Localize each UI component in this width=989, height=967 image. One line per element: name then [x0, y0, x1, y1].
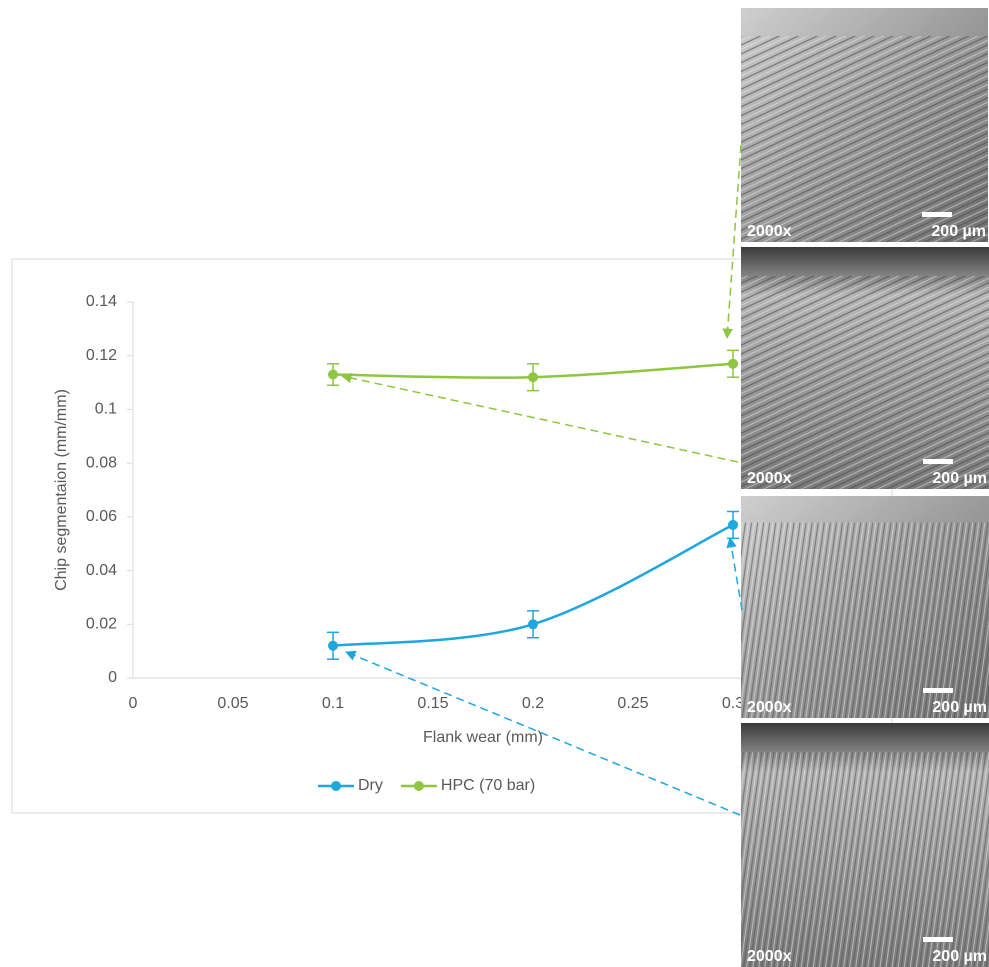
magnification-label: 2000x — [747, 948, 792, 965]
scale-label: 200 µm — [931, 223, 986, 240]
data-point — [328, 370, 338, 380]
scale-label: 200 µm — [932, 470, 987, 487]
data-point — [728, 359, 738, 369]
sem-image: 2000x 200 µm — [741, 8, 988, 242]
data-point — [328, 641, 338, 651]
x-tick-label: 0.15 — [417, 695, 448, 712]
y-tick-label: 0.14 — [86, 293, 117, 310]
scale-bar — [923, 937, 953, 942]
sem-image: 2000x 200 µm — [741, 723, 989, 967]
chart: Chip segmentaion (mm/mm) Flank wear (mm)… — [0, 0, 989, 967]
data-point — [728, 520, 738, 530]
legend-label: HPC (70 bar) — [441, 777, 535, 794]
y-tick-label: 0.02 — [86, 616, 117, 633]
magnification-label: 2000x — [747, 223, 792, 240]
scale-bar — [923, 459, 953, 464]
y-tick-label: 0 — [108, 669, 117, 686]
sem-image: 2000x 200 µm — [741, 247, 989, 489]
sem-image: 2000x 200 µm — [741, 496, 989, 718]
scale-label: 200 µm — [932, 699, 987, 716]
magnification-label: 2000x — [747, 470, 792, 487]
y-axis-title: Chip segmentaion (mm/mm) — [53, 389, 70, 591]
x-tick-label: 0.2 — [522, 695, 544, 712]
legend-marker — [414, 781, 424, 791]
x-tick-label: 0 — [129, 695, 138, 712]
x-axis-title: Flank wear (mm) — [423, 729, 543, 746]
sem-texture — [741, 36, 988, 242]
y-tick-label: 0.12 — [86, 347, 117, 364]
magnification-label: 2000x — [747, 699, 792, 716]
x-tick-label: 0.25 — [617, 695, 648, 712]
legend-label: Dry — [358, 777, 383, 794]
legend-marker — [331, 781, 341, 791]
x-tick-label: 0.3 — [722, 695, 744, 712]
data-point — [528, 372, 538, 382]
scale-label: 200 µm — [932, 948, 987, 965]
scale-bar — [923, 688, 953, 693]
y-tick-label: 0.08 — [86, 454, 117, 471]
x-tick-label: 0.05 — [217, 695, 248, 712]
x-tick-label: 0.1 — [322, 695, 344, 712]
scale-bar — [922, 212, 952, 217]
y-tick-label: 0.06 — [86, 508, 117, 525]
y-tick-label: 0.04 — [86, 562, 117, 579]
data-point — [528, 619, 538, 629]
sem-texture — [741, 752, 989, 967]
y-tick-label: 0.1 — [95, 401, 117, 418]
sem-texture — [741, 276, 989, 489]
